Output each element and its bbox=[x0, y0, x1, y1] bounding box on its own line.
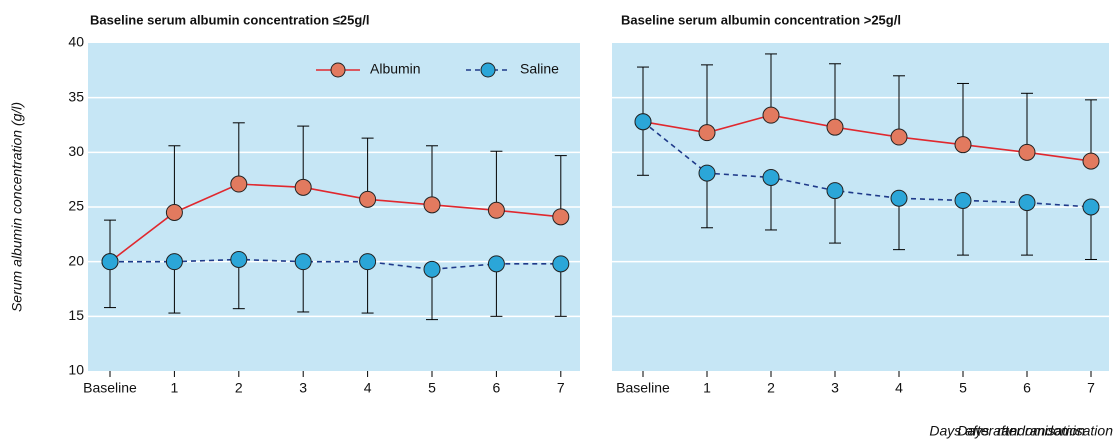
marker bbox=[890, 189, 908, 207]
x-tick-label: 2 bbox=[235, 380, 243, 396]
marker bbox=[487, 201, 505, 219]
y-tick-label: 35 bbox=[68, 88, 84, 104]
x-tick-label: 4 bbox=[895, 380, 903, 396]
x-tick-label: 7 bbox=[1087, 380, 1095, 396]
marker bbox=[954, 136, 972, 154]
series-line bbox=[109, 183, 561, 263]
error-bar bbox=[829, 63, 841, 128]
marker bbox=[230, 250, 248, 268]
error-bar bbox=[637, 121, 649, 176]
error-bar bbox=[554, 155, 567, 217]
error-bar bbox=[765, 177, 777, 231]
error-bar bbox=[490, 263, 503, 317]
error-bar bbox=[554, 263, 567, 317]
error-bar bbox=[361, 261, 374, 314]
marker bbox=[101, 253, 119, 271]
marker bbox=[165, 253, 183, 271]
marker bbox=[826, 118, 844, 136]
marker bbox=[423, 196, 441, 214]
marker bbox=[487, 255, 505, 273]
x-tick-label: 1 bbox=[171, 380, 179, 396]
x-tick-label: Baseline bbox=[616, 380, 670, 396]
x-tick-label: 3 bbox=[299, 380, 307, 396]
x-tick-label: 7 bbox=[557, 380, 565, 396]
error-bar bbox=[232, 122, 245, 185]
error-bar bbox=[1085, 99, 1097, 162]
error-bar bbox=[1021, 202, 1033, 256]
marker bbox=[762, 168, 780, 186]
marker bbox=[1018, 194, 1036, 212]
marker bbox=[698, 124, 716, 142]
marker bbox=[698, 164, 716, 182]
marker bbox=[165, 203, 183, 221]
marker bbox=[294, 178, 312, 196]
y-tick-label: 25 bbox=[68, 198, 84, 214]
series-line bbox=[642, 121, 1092, 208]
marker bbox=[552, 255, 570, 273]
marker bbox=[826, 182, 844, 200]
legend-marker bbox=[480, 62, 496, 78]
error-bar bbox=[637, 66, 649, 122]
x-tick-label: 1 bbox=[703, 380, 711, 396]
marker bbox=[634, 113, 652, 131]
marker bbox=[423, 260, 441, 278]
error-bar bbox=[701, 173, 713, 229]
error-bar bbox=[957, 82, 969, 145]
error-bar bbox=[1085, 207, 1097, 260]
x-tick-label: 5 bbox=[428, 380, 436, 396]
x-tick-label: 6 bbox=[493, 380, 501, 396]
panel-title: Baseline serum albumin concentration >25… bbox=[621, 12, 901, 27]
series-line bbox=[642, 114, 1092, 162]
y-tick-label: 40 bbox=[68, 34, 84, 50]
marker bbox=[762, 106, 780, 124]
x-tick-label: 5 bbox=[959, 380, 967, 396]
error-bar bbox=[490, 150, 503, 211]
marker bbox=[294, 253, 312, 271]
x-axis-label: Days after randomisation bbox=[929, 423, 1085, 439]
y-tick-label: 15 bbox=[68, 307, 84, 323]
series-line bbox=[110, 258, 561, 271]
error-bar bbox=[957, 200, 969, 256]
error-bar bbox=[168, 145, 181, 213]
marker bbox=[359, 190, 377, 208]
error-bar bbox=[1021, 92, 1033, 153]
legend-label: Albumin bbox=[370, 61, 421, 77]
x-axis-label: Days after randomisation bbox=[957, 423, 1113, 439]
x-tick-label: 3 bbox=[831, 380, 839, 396]
x-tick-label: 6 bbox=[1023, 380, 1031, 396]
x-tick-label: 4 bbox=[364, 380, 372, 396]
marker bbox=[890, 128, 908, 146]
error-bar bbox=[701, 64, 713, 133]
y-axis-label: Serum albumin concentration (g/l) bbox=[9, 102, 25, 312]
error-bar bbox=[361, 137, 374, 200]
error-bar bbox=[893, 75, 905, 138]
marker bbox=[359, 253, 377, 271]
error-bar bbox=[426, 145, 438, 205]
marker bbox=[230, 175, 248, 193]
y-tick-label: 30 bbox=[68, 143, 84, 159]
legend-marker bbox=[330, 62, 346, 78]
error-bar bbox=[829, 190, 841, 244]
marker bbox=[954, 191, 972, 209]
y-tick-label: 20 bbox=[68, 252, 84, 268]
marker bbox=[1082, 152, 1100, 170]
error-bar bbox=[168, 261, 181, 314]
x-tick-label: 2 bbox=[767, 380, 775, 396]
error-bar bbox=[765, 53, 777, 116]
marker bbox=[552, 208, 570, 226]
error-bar bbox=[893, 198, 905, 251]
marker bbox=[1018, 143, 1036, 161]
x-tick-label: Baseline bbox=[83, 380, 137, 396]
error-bar bbox=[297, 125, 310, 188]
y-tick-label: 10 bbox=[68, 362, 84, 378]
legend-label: Saline bbox=[520, 61, 559, 77]
panel-title: Baseline serum albumin concentration ≤25… bbox=[90, 12, 370, 27]
marker bbox=[1082, 198, 1100, 216]
